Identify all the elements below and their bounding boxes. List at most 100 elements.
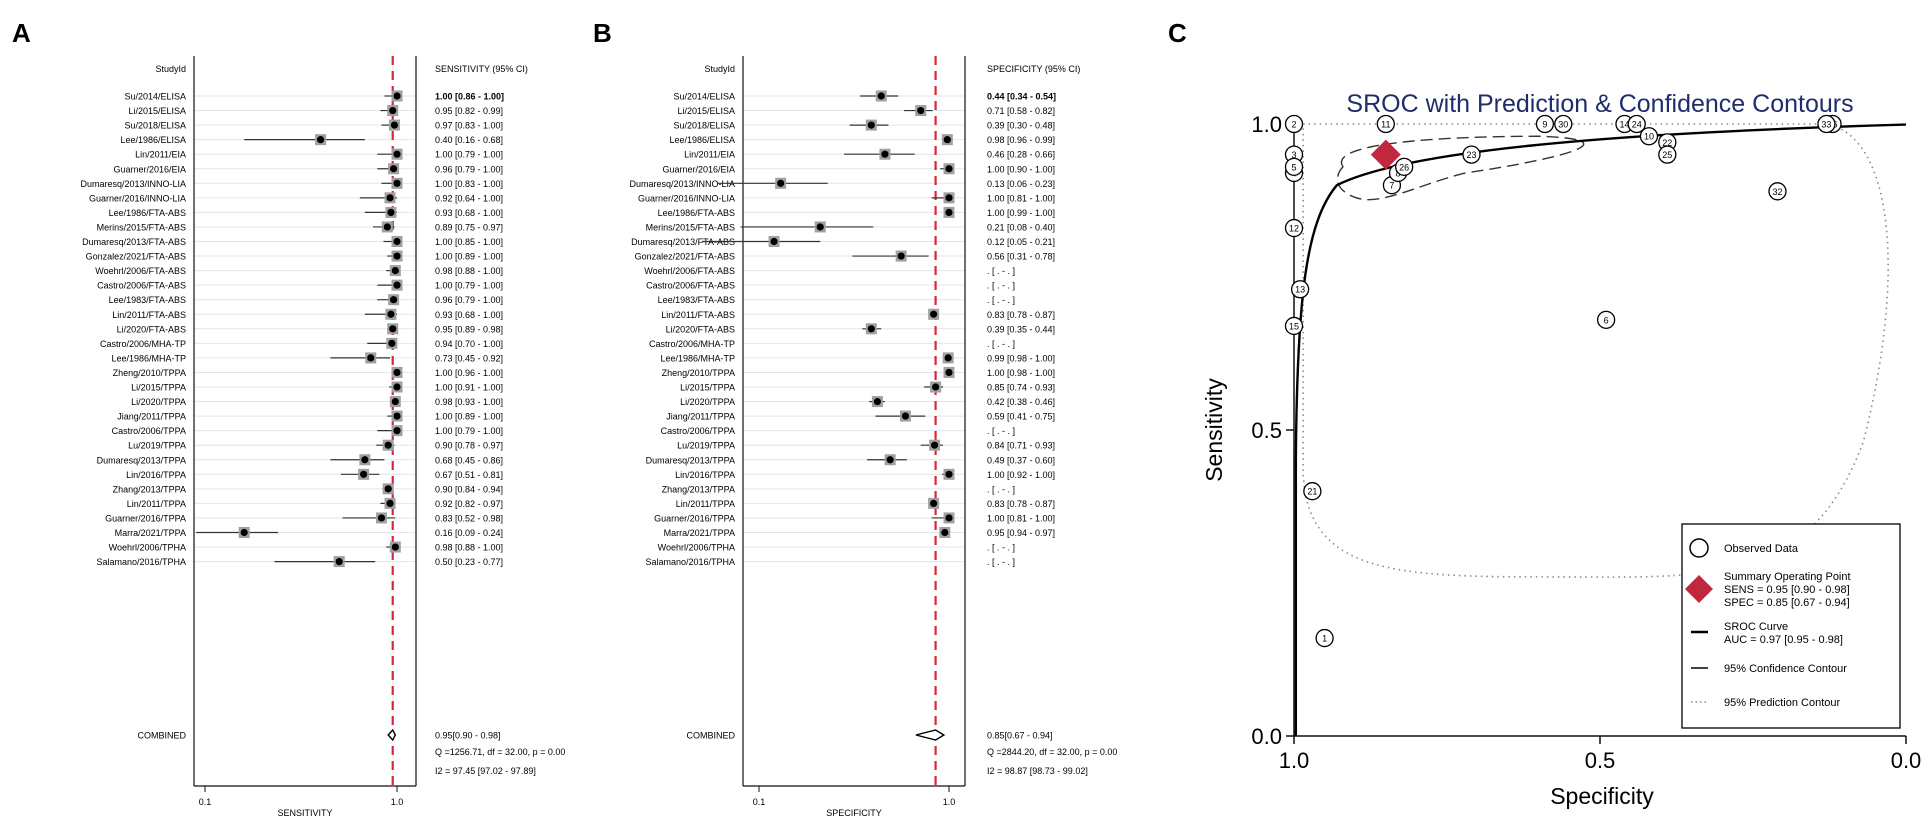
study-estimate-text: 0.90 [0.84 - 0.94] [435,484,503,494]
prediction-contour [1302,123,1889,578]
study-estimate-text: 0.71 [0.58 - 0.82] [987,106,1055,116]
study-point [944,354,952,362]
study-label: Li/2015/TPPA [131,383,186,393]
observed-study-id: 12 [1289,224,1299,234]
study-estimate-text: 1.00 [0.81 - 1.00] [987,193,1055,203]
study-label: Castro/2006/FTA-ABS [97,281,186,291]
study-point [873,397,882,406]
study-point [393,281,401,289]
study-estimate-text: 1.00 [0.90 - 1.00] [987,164,1055,174]
study-estimate-text: 1.00 [0.83 - 1.00] [435,179,503,189]
study-estimate-text: 0.92 [0.82 - 0.97] [435,499,503,509]
study-point [384,485,392,493]
study-label: Woehrl/2006/FTA-ABS [644,266,735,276]
study-estimate-text: 0.39 [0.35 - 0.44] [987,324,1055,334]
study-label: Guarner/2016/INNO-LIA [89,193,186,203]
observed-study-id: 26 [1399,162,1409,172]
study-point [930,310,938,318]
study-estimate-text: 0.85 [0.74 - 0.93] [987,383,1055,393]
study-point [316,136,325,144]
study-point [886,456,894,464]
observed-study-id: 24 [1632,120,1642,130]
observed-study-circle [1284,114,1304,134]
study-label: Su/2014/ELISA [673,92,735,102]
y-tick-label: 1.0 [1251,112,1282,137]
study-estimate-text: 1.00 [0.89 - 1.00] [435,412,503,422]
study-label: Guarner/2016/EIA [113,164,186,174]
column-header: StudyId [704,64,735,74]
study-point [945,208,953,216]
study-estimate-text: 0.40 [0.16 - 0.68] [435,135,503,145]
study-point [335,558,343,566]
study-label: Lee/1983/FTA-ABS [658,295,735,305]
observed-study-circle [1596,310,1616,329]
combined-estimate-text: 0.85[0.67 - 0.94] [987,731,1053,741]
study-estimate-text: 0.99 [0.98 - 1.00] [987,353,1055,363]
study-point [941,528,949,537]
observed-study-id: 25 [1662,150,1672,160]
study-point [361,456,369,464]
study-point [240,528,248,537]
observed-study-circle [1658,145,1677,164]
study-label: Su/2014/ELISA [124,92,186,102]
study-estimate-text: 1.00 [0.79 - 1.00] [435,150,503,160]
study-point [393,412,401,420]
study-label: Lin/2011/TPPA [127,499,186,509]
study-label: Li/2015/TPPA [680,383,735,393]
panel-c-letter: C [1168,18,1187,48]
study-label: Dumaresq/2013/INNO-LIA [80,179,186,189]
observed-study-id: 22 [1662,138,1672,148]
study-estimate-text: 0.95 [0.94 - 0.97] [987,528,1055,538]
study-estimate-text: 1.00 [0.86 - 1.00] [435,92,504,102]
observed-study-circle [1554,114,1573,134]
study-estimate-text: 0.68 [0.45 - 0.86] [435,455,503,465]
x-tick-label: 0.1 [199,797,212,807]
study-estimate-text: 1.00 [0.79 - 1.00] [435,426,503,436]
study-point [391,397,399,406]
study-point [816,223,824,231]
heterogeneity-i2: I2 = 97.45 [97.02 - 97.89] [435,766,536,776]
study-estimate-text: . [ . - . ] [987,426,1015,436]
observed-study-id: 7 [1389,181,1394,191]
study-point [945,165,953,173]
study-label: Castro/2006/TPPA [112,426,186,436]
confidence-contour [1336,135,1585,201]
observed-study-id: 11 [1381,120,1390,130]
study-label: Lin/2011/EIA [684,150,735,160]
study-point [901,412,910,420]
study-estimate-text: 0.12 [0.05 - 0.21] [987,237,1055,247]
study-point [393,368,401,377]
study-point [393,252,401,260]
study-point [386,499,394,507]
study-label: Marra/2021/TPPA [664,528,735,538]
observed-study-id: 9 [1542,120,1547,130]
study-point [386,194,394,202]
study-label: Castro/2006/MHA-TP [649,339,735,349]
study-point [393,427,401,435]
study-point [867,121,875,129]
study-label: Lee/1983/FTA-ABS [109,295,186,305]
study-label: Marra/2021/TPPA [115,528,186,538]
study-estimate-text: . [ . - . ] [987,484,1015,494]
study-point [393,150,401,158]
study-point [931,441,939,449]
observed-study-id: 6 [1604,315,1609,325]
study-label: Guarner/2016/INNO-LIA [638,193,735,203]
x-tick-label: 1.0 [391,797,404,807]
x-tick-label: 0.1 [753,797,766,807]
study-label: Li/2015/ELISA [128,106,186,116]
legend-sroc-label: SROC Curve [1724,621,1788,633]
x-tick-label: 0.5 [1585,748,1616,773]
combined-estimate-text: 0.95[0.90 - 0.98] [435,731,501,741]
study-point [387,310,395,318]
study-estimate-text: 0.46 [0.28 - 0.66] [987,150,1055,160]
study-label: Gonzalez/2021/FTA-ABS [635,252,735,262]
study-estimate-text: 1.00 [0.91 - 1.00] [435,383,503,393]
study-estimate-text: . [ . - . ] [987,557,1015,567]
observed-study-circle [1768,182,1787,201]
study-estimate-text: 0.89 [0.75 - 0.97] [435,222,503,232]
study-label: Salamano/2016/TPHA [96,557,186,567]
study-label: Lu/2019/TPPA [677,441,735,451]
legend-summary-sens: SENS = 0.95 [0.90 - 0.98] [1724,584,1850,596]
observed-study-circle [1395,157,1414,176]
